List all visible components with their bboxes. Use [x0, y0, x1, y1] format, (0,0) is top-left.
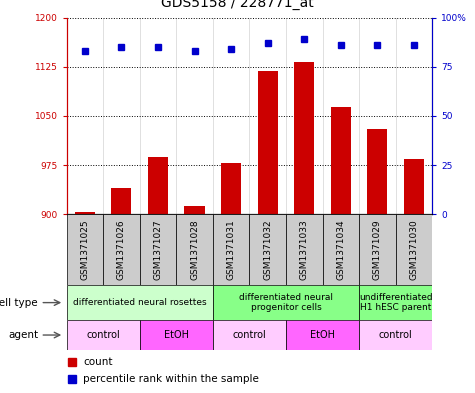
Bar: [140, 320, 213, 350]
Bar: [213, 285, 359, 320]
Bar: [213, 320, 286, 350]
Text: count: count: [83, 356, 113, 367]
Bar: [140, 214, 176, 285]
Bar: [184, 206, 205, 214]
Text: GDS5158 / 228771_at: GDS5158 / 228771_at: [161, 0, 314, 10]
Text: GSM1371034: GSM1371034: [336, 219, 345, 280]
Bar: [176, 214, 213, 285]
Text: GSM1371031: GSM1371031: [227, 219, 236, 280]
Text: cell type: cell type: [0, 298, 38, 308]
Bar: [75, 212, 95, 214]
Text: GSM1371030: GSM1371030: [409, 219, 418, 280]
Text: differentiated neural rosettes: differentiated neural rosettes: [73, 298, 207, 307]
Text: GSM1371027: GSM1371027: [153, 219, 162, 280]
Bar: [396, 214, 432, 285]
Text: percentile rank within the sample: percentile rank within the sample: [83, 374, 259, 384]
Bar: [367, 129, 388, 214]
Bar: [404, 158, 424, 214]
Bar: [103, 214, 140, 285]
Bar: [359, 320, 432, 350]
Text: control: control: [86, 330, 120, 340]
Bar: [66, 214, 103, 285]
Text: EtOH: EtOH: [310, 330, 335, 340]
Text: GSM1371028: GSM1371028: [190, 219, 199, 280]
Text: control: control: [232, 330, 266, 340]
Bar: [221, 163, 241, 214]
Bar: [66, 285, 213, 320]
Bar: [213, 214, 249, 285]
Bar: [249, 214, 286, 285]
Bar: [111, 188, 132, 214]
Bar: [286, 214, 323, 285]
Text: differentiated neural
progenitor cells: differentiated neural progenitor cells: [239, 293, 333, 312]
Bar: [148, 156, 168, 214]
Text: control: control: [379, 330, 413, 340]
Text: EtOH: EtOH: [164, 330, 189, 340]
Text: agent: agent: [8, 330, 38, 340]
Text: GSM1371029: GSM1371029: [373, 219, 382, 280]
Bar: [323, 214, 359, 285]
Text: GSM1371026: GSM1371026: [117, 219, 126, 280]
Bar: [66, 320, 140, 350]
Bar: [359, 214, 396, 285]
Text: undifferentiated
H1 hESC parent: undifferentiated H1 hESC parent: [359, 293, 432, 312]
Bar: [331, 107, 351, 214]
Text: GSM1371025: GSM1371025: [80, 219, 89, 280]
Bar: [257, 72, 278, 214]
Bar: [294, 62, 314, 214]
Bar: [286, 320, 359, 350]
Bar: [359, 285, 432, 320]
Text: GSM1371033: GSM1371033: [300, 219, 309, 280]
Text: GSM1371032: GSM1371032: [263, 219, 272, 280]
